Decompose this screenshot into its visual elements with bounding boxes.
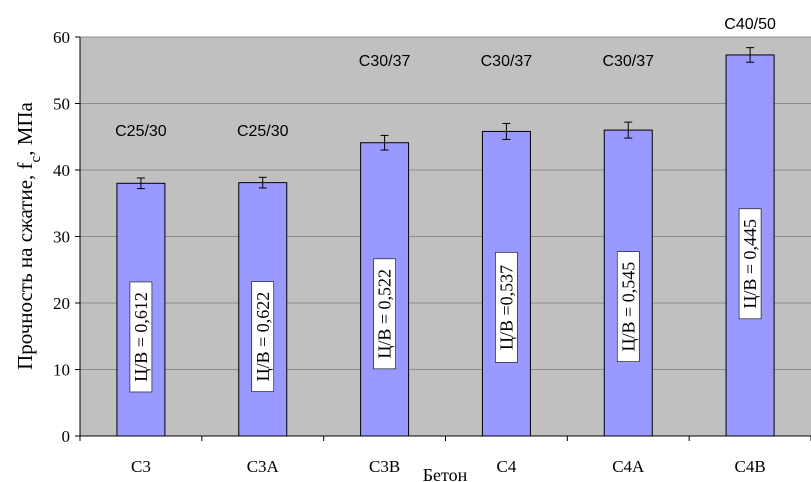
ratio-label-text: Ц/В = 0,545 bbox=[618, 262, 638, 352]
y-tick-label: 20 bbox=[53, 294, 70, 313]
gridlines bbox=[80, 36, 811, 370]
strength-class-label: C30/37 bbox=[481, 53, 533, 70]
ratio-label-box bbox=[251, 281, 275, 392]
x-tick-label-C3B: C3B bbox=[369, 457, 400, 476]
x-tick-label-C4B: C4B bbox=[734, 457, 765, 476]
ratio-label-box bbox=[495, 252, 518, 363]
ratio-label-C3A: Ц/В = 0,622 bbox=[251, 281, 275, 392]
ratio-label-text: Ц/В = 0,522 bbox=[375, 269, 395, 359]
ratio-label-box bbox=[129, 281, 153, 393]
ratio-label-C4B: Ц/В = 0,445 bbox=[738, 208, 762, 320]
x-tick-label-C3A: C3A bbox=[247, 457, 280, 476]
labels: C3 C25/30 Ц/В = 0,612 C3A C25/30 Ц/В = 0,622 C… bbox=[115, 16, 776, 476]
y-axis-title-unit: , МПа bbox=[13, 101, 37, 155]
x-axis-title: Бетон bbox=[423, 465, 468, 482]
ratio-label-C3B: Ц/В = 0,522 bbox=[373, 258, 396, 370]
y-axis-title-main: Прочность на сжатие, f bbox=[13, 162, 37, 369]
ratio-label-text: Ц/В = 0,622 bbox=[253, 292, 273, 382]
y-axis-title: Прочность на сжатие, fc, МПа bbox=[13, 101, 44, 369]
x-tick-label-C3: C3 bbox=[131, 457, 151, 476]
ratio-label-text: Ц/В = 0,612 bbox=[131, 292, 151, 382]
y-tick-label: 30 bbox=[53, 228, 70, 247]
strength-class-label: C25/30 bbox=[115, 123, 167, 140]
x-tick-label-C4A: C4A bbox=[612, 457, 645, 476]
x-tick-label-C4: C4 bbox=[496, 457, 516, 476]
y-axis-title-subscript: c bbox=[28, 155, 44, 162]
ratio-label-text: Ц/В =0,537 bbox=[496, 265, 516, 350]
axes: 0 10 20 30 40 50 60 bbox=[53, 28, 811, 446]
ratio-label-box bbox=[373, 258, 396, 370]
ratio-label-C3: Ц/В = 0,612 bbox=[129, 281, 153, 393]
ratio-label-C4: Ц/В =0,537 bbox=[495, 252, 518, 363]
strength-class-label: C30/37 bbox=[602, 53, 654, 70]
y-tick-label: 0 bbox=[62, 427, 71, 446]
ratio-label-box bbox=[738, 208, 762, 320]
y-tick-label: 50 bbox=[53, 95, 70, 114]
strength-class-label: C30/37 bbox=[359, 53, 411, 70]
strength-class-label: C40/50 bbox=[724, 16, 776, 33]
y-tick-label: 10 bbox=[53, 361, 70, 380]
ratio-label-C4A: Ц/В = 0,545 bbox=[616, 251, 640, 362]
y-tick-label: 40 bbox=[53, 161, 70, 180]
strength-class-label: C25/30 bbox=[237, 123, 289, 140]
ratio-label-text: Ц/В = 0,445 bbox=[740, 219, 760, 309]
ratio-label-box bbox=[616, 251, 640, 362]
y-tick-label: 60 bbox=[53, 28, 70, 47]
